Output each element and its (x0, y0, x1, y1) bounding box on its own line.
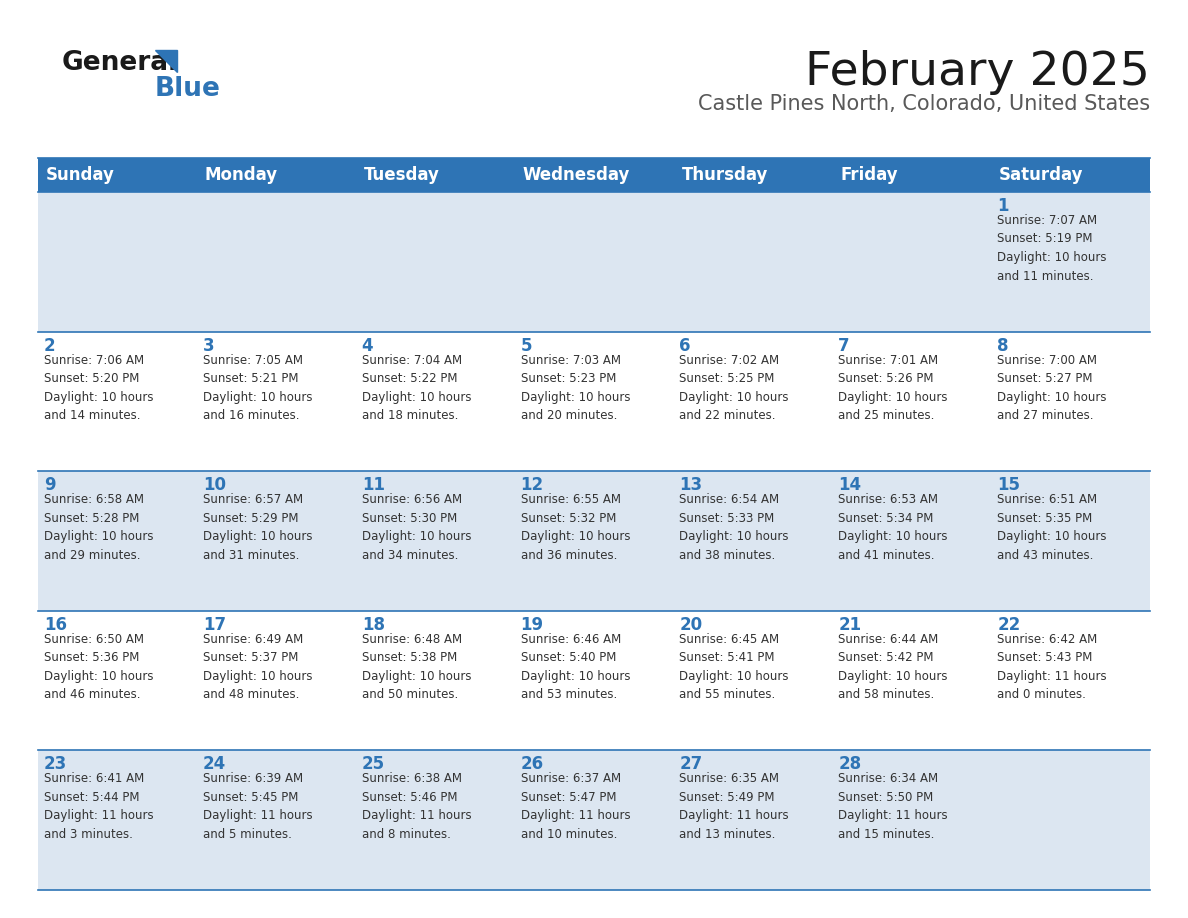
Text: Sunrise: 7:04 AM
Sunset: 5:22 PM
Daylight: 10 hours
and 18 minutes.: Sunrise: 7:04 AM Sunset: 5:22 PM Dayligh… (361, 353, 472, 422)
Text: Sunrise: 7:00 AM
Sunset: 5:27 PM
Daylight: 10 hours
and 27 minutes.: Sunrise: 7:00 AM Sunset: 5:27 PM Dayligh… (997, 353, 1107, 422)
Text: 23: 23 (44, 756, 68, 773)
Text: Castle Pines North, Colorado, United States: Castle Pines North, Colorado, United Sta… (697, 94, 1150, 114)
Bar (38, 471, 1150, 610)
Text: Thursday: Thursday (682, 166, 767, 184)
Text: Sunrise: 6:57 AM
Sunset: 5:29 PM
Daylight: 10 hours
and 31 minutes.: Sunrise: 6:57 AM Sunset: 5:29 PM Dayligh… (203, 493, 312, 562)
Text: 20: 20 (680, 616, 702, 633)
Text: 13: 13 (680, 476, 702, 494)
Text: February 2025: February 2025 (805, 50, 1150, 95)
Text: 28: 28 (839, 756, 861, 773)
Text: Sunrise: 7:07 AM
Sunset: 5:19 PM
Daylight: 10 hours
and 11 minutes.: Sunrise: 7:07 AM Sunset: 5:19 PM Dayligh… (997, 214, 1107, 283)
Bar (833, 158, 991, 192)
Bar (38, 158, 197, 192)
Text: Sunrise: 6:50 AM
Sunset: 5:36 PM
Daylight: 10 hours
and 46 minutes.: Sunrise: 6:50 AM Sunset: 5:36 PM Dayligh… (44, 633, 153, 701)
Text: Sunrise: 6:56 AM
Sunset: 5:30 PM
Daylight: 10 hours
and 34 minutes.: Sunrise: 6:56 AM Sunset: 5:30 PM Dayligh… (361, 493, 472, 562)
Bar (674, 158, 833, 192)
Text: Sunrise: 6:53 AM
Sunset: 5:34 PM
Daylight: 10 hours
and 41 minutes.: Sunrise: 6:53 AM Sunset: 5:34 PM Dayligh… (839, 493, 948, 562)
Text: Sunrise: 6:51 AM
Sunset: 5:35 PM
Daylight: 10 hours
and 43 minutes.: Sunrise: 6:51 AM Sunset: 5:35 PM Dayligh… (997, 493, 1107, 562)
Text: Sunrise: 6:38 AM
Sunset: 5:46 PM
Daylight: 11 hours
and 8 minutes.: Sunrise: 6:38 AM Sunset: 5:46 PM Dayligh… (361, 772, 472, 841)
Text: 15: 15 (997, 476, 1020, 494)
Bar (197, 158, 355, 192)
Text: 22: 22 (997, 616, 1020, 633)
Text: Sunrise: 6:45 AM
Sunset: 5:41 PM
Daylight: 10 hours
and 55 minutes.: Sunrise: 6:45 AM Sunset: 5:41 PM Dayligh… (680, 633, 789, 701)
Text: Sunrise: 6:44 AM
Sunset: 5:42 PM
Daylight: 10 hours
and 58 minutes.: Sunrise: 6:44 AM Sunset: 5:42 PM Dayligh… (839, 633, 948, 701)
Text: 16: 16 (44, 616, 67, 633)
Text: Wednesday: Wednesday (523, 166, 630, 184)
Text: 7: 7 (839, 337, 849, 354)
Text: 8: 8 (997, 337, 1009, 354)
Text: 17: 17 (203, 616, 226, 633)
Text: Sunrise: 6:55 AM
Sunset: 5:32 PM
Daylight: 10 hours
and 36 minutes.: Sunrise: 6:55 AM Sunset: 5:32 PM Dayligh… (520, 493, 630, 562)
Text: 19: 19 (520, 616, 544, 633)
Bar (514, 158, 674, 192)
Bar (38, 610, 1150, 750)
Text: Sunrise: 6:46 AM
Sunset: 5:40 PM
Daylight: 10 hours
and 53 minutes.: Sunrise: 6:46 AM Sunset: 5:40 PM Dayligh… (520, 633, 630, 701)
Text: 21: 21 (839, 616, 861, 633)
Text: Sunrise: 6:35 AM
Sunset: 5:49 PM
Daylight: 11 hours
and 13 minutes.: Sunrise: 6:35 AM Sunset: 5:49 PM Dayligh… (680, 772, 789, 841)
Text: Sunrise: 7:06 AM
Sunset: 5:20 PM
Daylight: 10 hours
and 14 minutes.: Sunrise: 7:06 AM Sunset: 5:20 PM Dayligh… (44, 353, 153, 422)
Text: 3: 3 (203, 337, 215, 354)
Text: Sunrise: 7:05 AM
Sunset: 5:21 PM
Daylight: 10 hours
and 16 minutes.: Sunrise: 7:05 AM Sunset: 5:21 PM Dayligh… (203, 353, 312, 422)
Text: 26: 26 (520, 756, 544, 773)
Text: 11: 11 (361, 476, 385, 494)
Text: Sunrise: 6:34 AM
Sunset: 5:50 PM
Daylight: 11 hours
and 15 minutes.: Sunrise: 6:34 AM Sunset: 5:50 PM Dayligh… (839, 772, 948, 841)
Bar (38, 750, 1150, 890)
Text: Sunrise: 6:41 AM
Sunset: 5:44 PM
Daylight: 11 hours
and 3 minutes.: Sunrise: 6:41 AM Sunset: 5:44 PM Dayligh… (44, 772, 153, 841)
Text: 27: 27 (680, 756, 702, 773)
Text: 5: 5 (520, 337, 532, 354)
Text: Sunrise: 6:49 AM
Sunset: 5:37 PM
Daylight: 10 hours
and 48 minutes.: Sunrise: 6:49 AM Sunset: 5:37 PM Dayligh… (203, 633, 312, 701)
Text: 9: 9 (44, 476, 56, 494)
Text: General: General (62, 50, 178, 76)
Text: Sunrise: 6:37 AM
Sunset: 5:47 PM
Daylight: 11 hours
and 10 minutes.: Sunrise: 6:37 AM Sunset: 5:47 PM Dayligh… (520, 772, 630, 841)
Text: Sunrise: 6:42 AM
Sunset: 5:43 PM
Daylight: 11 hours
and 0 minutes.: Sunrise: 6:42 AM Sunset: 5:43 PM Dayligh… (997, 633, 1107, 701)
Text: 4: 4 (361, 337, 373, 354)
Bar (355, 158, 514, 192)
Text: Sunrise: 7:01 AM
Sunset: 5:26 PM
Daylight: 10 hours
and 25 minutes.: Sunrise: 7:01 AM Sunset: 5:26 PM Dayligh… (839, 353, 948, 422)
Text: 10: 10 (203, 476, 226, 494)
Bar (38, 331, 1150, 471)
Text: Sunrise: 6:58 AM
Sunset: 5:28 PM
Daylight: 10 hours
and 29 minutes.: Sunrise: 6:58 AM Sunset: 5:28 PM Dayligh… (44, 493, 153, 562)
Text: 2: 2 (44, 337, 56, 354)
Text: 1: 1 (997, 197, 1009, 215)
Text: 18: 18 (361, 616, 385, 633)
Text: Blue: Blue (154, 76, 221, 102)
Text: Saturday: Saturday (999, 166, 1083, 184)
Text: Sunday: Sunday (46, 166, 115, 184)
Text: 6: 6 (680, 337, 691, 354)
Text: Sunrise: 6:54 AM
Sunset: 5:33 PM
Daylight: 10 hours
and 38 minutes.: Sunrise: 6:54 AM Sunset: 5:33 PM Dayligh… (680, 493, 789, 562)
Text: Sunrise: 7:02 AM
Sunset: 5:25 PM
Daylight: 10 hours
and 22 minutes.: Sunrise: 7:02 AM Sunset: 5:25 PM Dayligh… (680, 353, 789, 422)
Text: Tuesday: Tuesday (364, 166, 440, 184)
Text: 25: 25 (361, 756, 385, 773)
Bar (991, 158, 1150, 192)
Text: Sunrise: 6:39 AM
Sunset: 5:45 PM
Daylight: 11 hours
and 5 minutes.: Sunrise: 6:39 AM Sunset: 5:45 PM Dayligh… (203, 772, 312, 841)
Text: Sunrise: 6:48 AM
Sunset: 5:38 PM
Daylight: 10 hours
and 50 minutes.: Sunrise: 6:48 AM Sunset: 5:38 PM Dayligh… (361, 633, 472, 701)
Text: 12: 12 (520, 476, 544, 494)
Text: 24: 24 (203, 756, 226, 773)
Text: 14: 14 (839, 476, 861, 494)
Polygon shape (154, 50, 177, 72)
Bar (38, 192, 1150, 331)
Text: Friday: Friday (840, 166, 898, 184)
Text: Monday: Monday (204, 166, 278, 184)
Text: Sunrise: 7:03 AM
Sunset: 5:23 PM
Daylight: 10 hours
and 20 minutes.: Sunrise: 7:03 AM Sunset: 5:23 PM Dayligh… (520, 353, 630, 422)
